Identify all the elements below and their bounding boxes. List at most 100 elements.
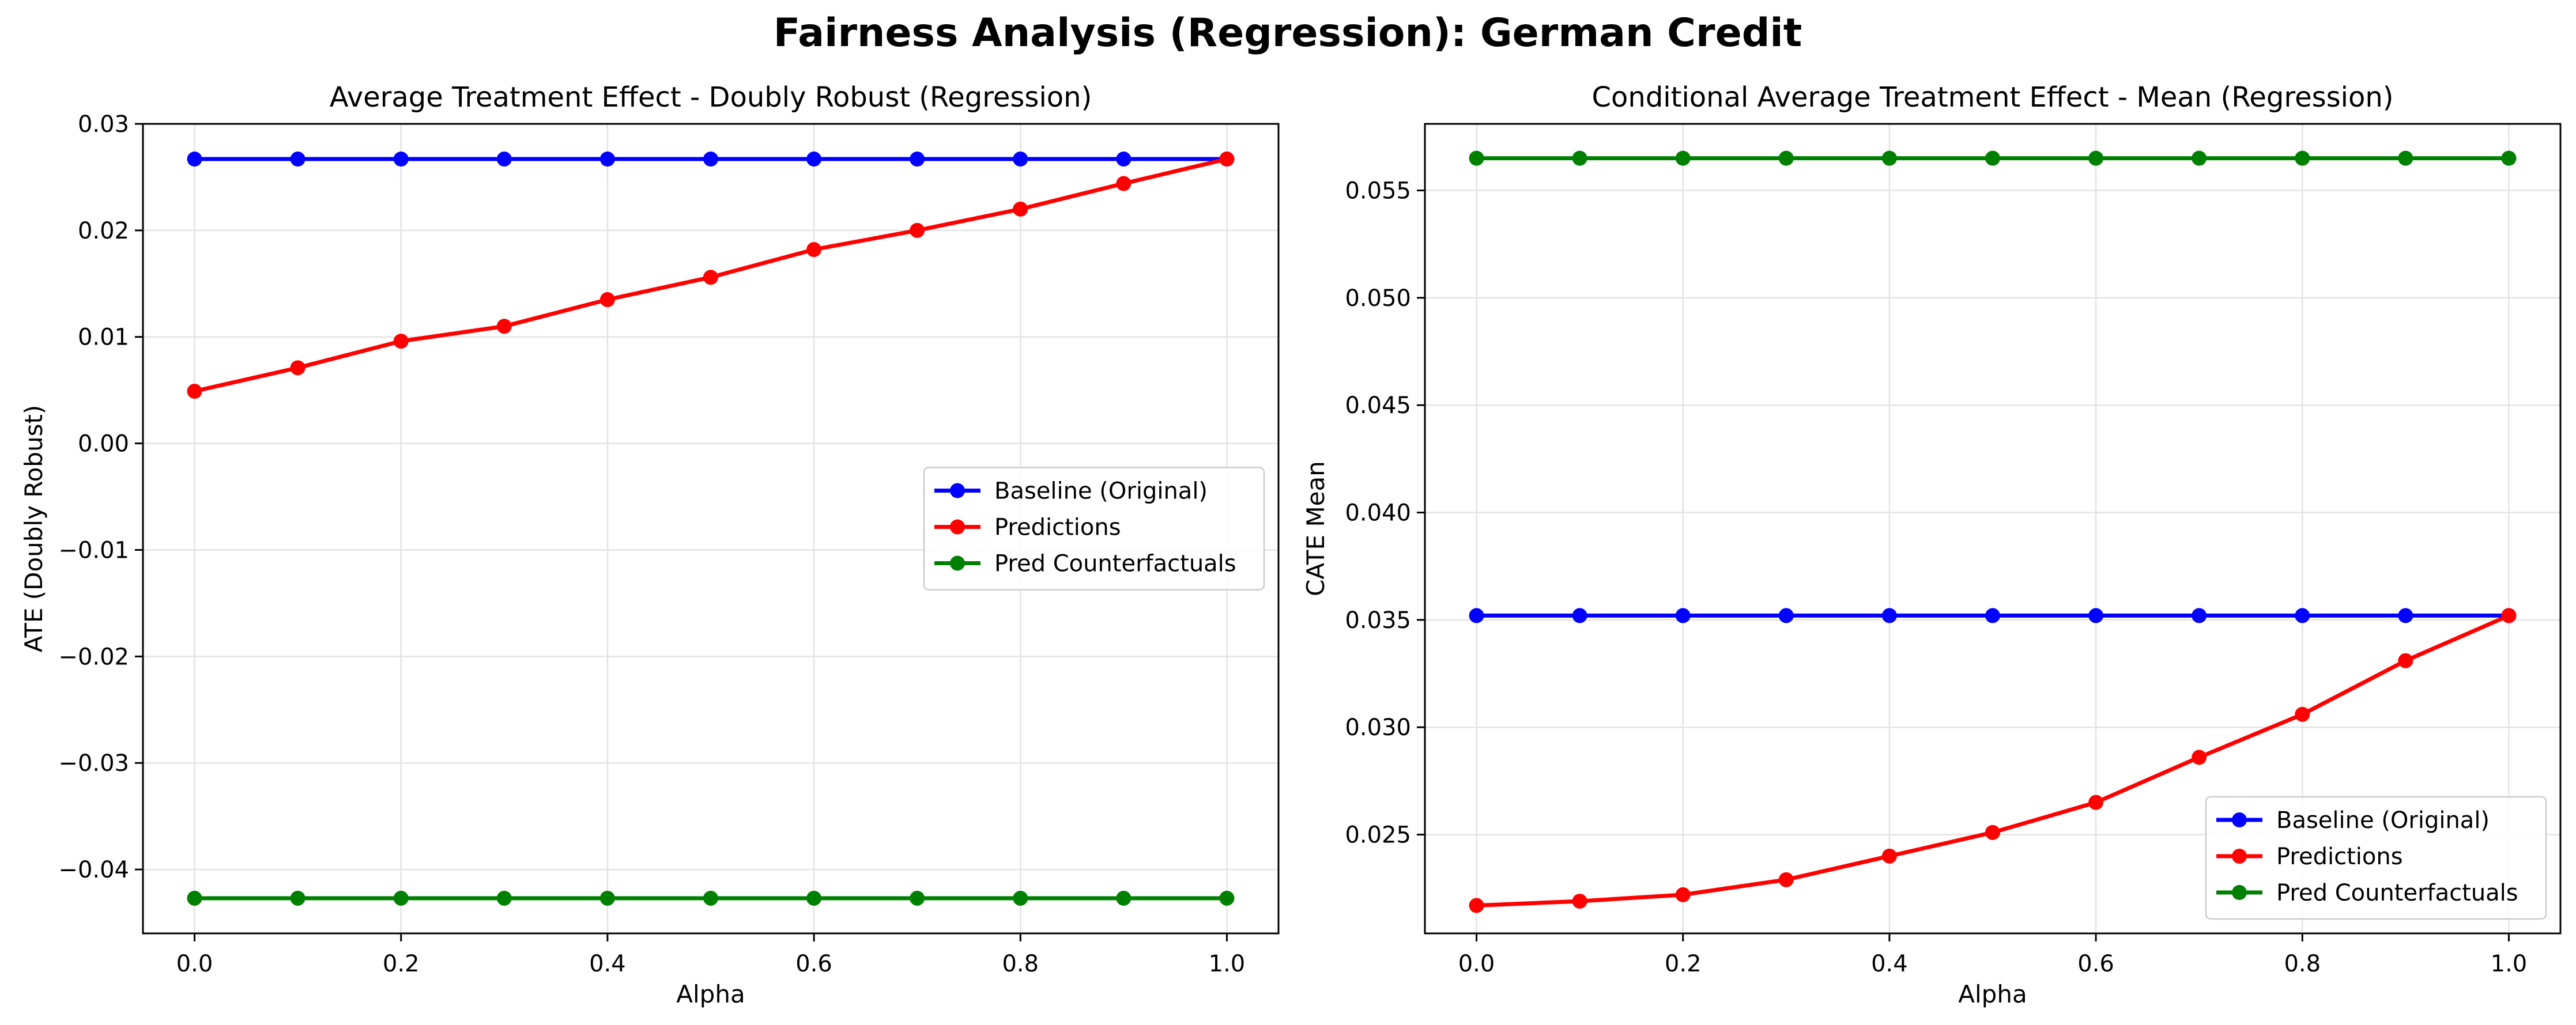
chart-panel-cate: 0.0 0.2 0.4 0.6 0.8 1.0 0.025 0.030 0.035 0.040 0.… [1302,81,2562,1008]
data-point [290,152,306,167]
data-point [1572,150,1587,166]
legend-swatch-marker [2232,849,2247,864]
chart-panel-ate: 0.0 0.2 0.4 0.6 0.8 1.0 −0.04 −0.03 −0.02 −0.01 0.… [20,81,1280,1008]
data-point [2192,150,2207,166]
data-point [290,890,306,906]
data-point [1985,824,2000,840]
data-point [910,222,925,238]
data-point [2501,150,2517,166]
data-point [2088,608,2104,623]
data-point [393,334,409,349]
legend-label: Pred Counterfactuals [2276,880,2518,906]
data-point [187,152,202,167]
data-point [1572,608,1587,623]
legend-swatch-marker [950,483,965,498]
x-axis-label: Alpha [1958,980,2027,1008]
data-point [2398,150,2413,166]
data-point [1778,608,1794,623]
data-point [806,890,822,906]
data-point [806,152,822,167]
x-tick-label: 0.0 [1458,951,1495,977]
data-point [599,292,615,308]
x-tick-label: 0.8 [1002,951,1039,977]
data-point [910,152,925,167]
data-point [2398,653,2413,668]
data-point [1469,608,1484,623]
chart-title: Conditional Average Treatment Effect - M… [1592,81,2394,114]
data-point [2501,608,2517,623]
y-tick-label: 0.035 [1345,607,1411,634]
y-tick-label: 0.01 [78,324,129,351]
legend-box [923,467,1265,591]
data-point [1219,890,1235,906]
x-tick-label: 0.4 [1871,951,1908,977]
data-point [1881,150,1897,166]
legend: Baseline (Original) Predictions Pred Count… [2205,796,2547,920]
legend-swatch-marker [950,519,965,535]
data-point [1881,608,1897,623]
data-point [1985,608,2000,623]
data-point [187,890,202,906]
y-tick-label: −0.03 [58,750,129,777]
plot-frame [142,123,1280,935]
legend-swatch-marker [950,555,965,571]
data-point [1219,152,1235,167]
data-point [2295,608,2310,623]
x-tick-label: 0.2 [1665,951,1702,977]
x-tick-label: 0.6 [795,951,832,977]
data-point [2192,608,2207,623]
y-tick-label: −0.02 [58,644,129,670]
legend: Baseline (Original) Predictions Pred Count… [923,467,1265,591]
legend-swatch-marker [2232,885,2247,900]
data-point [1116,176,1132,191]
x-tick-label: 0.4 [589,951,626,977]
y-tick-label: 0.03 [78,111,129,138]
data-point [1469,898,1484,913]
figure-title: Fairness Analysis (Regression): German C… [774,10,1802,56]
data-point [290,360,306,376]
data-point [599,152,615,167]
data-point [1778,872,1794,887]
x-axis-label: Alpha [676,980,745,1008]
data-point [1116,890,1132,906]
y-tick-label: 0.050 [1345,285,1411,312]
data-point [1881,848,1897,864]
y-tick-label: 0.040 [1345,500,1411,527]
legend-label: Pred Counterfactuals [994,551,1236,577]
data-point [1778,150,1794,166]
data-point [1572,894,1587,909]
data-point [703,270,718,285]
data-point [496,319,512,334]
data-point [2295,706,2310,722]
y-axis-label: CATE Mean [1302,461,1330,596]
data-point [1013,201,1028,217]
data-point [1469,150,1484,166]
legend-box [2205,796,2547,920]
x-tick-label: 1.0 [1209,951,1246,977]
data-point [2192,750,2207,765]
data-point [187,384,202,399]
data-point [1013,152,1028,167]
plot-frame [1424,123,2562,935]
y-tick-label: 0.025 [1345,822,1411,849]
data-point [703,890,718,906]
data-point [1675,150,1691,166]
data-point [1013,890,1028,906]
data-point [1675,608,1691,623]
y-tick-label: 0.00 [78,431,129,457]
y-axis-label: ATE (Doubly Robust) [20,405,48,653]
data-point [2088,150,2104,166]
legend-label: Predictions [2276,844,2403,870]
data-point [1675,887,1691,902]
chart-title: Average Treatment Effect - Doubly Robust… [330,81,1092,114]
x-tick-label: 0.0 [176,951,213,977]
data-point [2398,608,2413,623]
data-point [2295,150,2310,166]
x-tick-label: 0.2 [383,951,420,977]
data-point [1116,152,1132,167]
data-point [393,890,409,906]
y-tick-label: −0.04 [58,857,129,883]
y-tick-label: −0.01 [58,537,129,563]
data-point [599,890,615,906]
